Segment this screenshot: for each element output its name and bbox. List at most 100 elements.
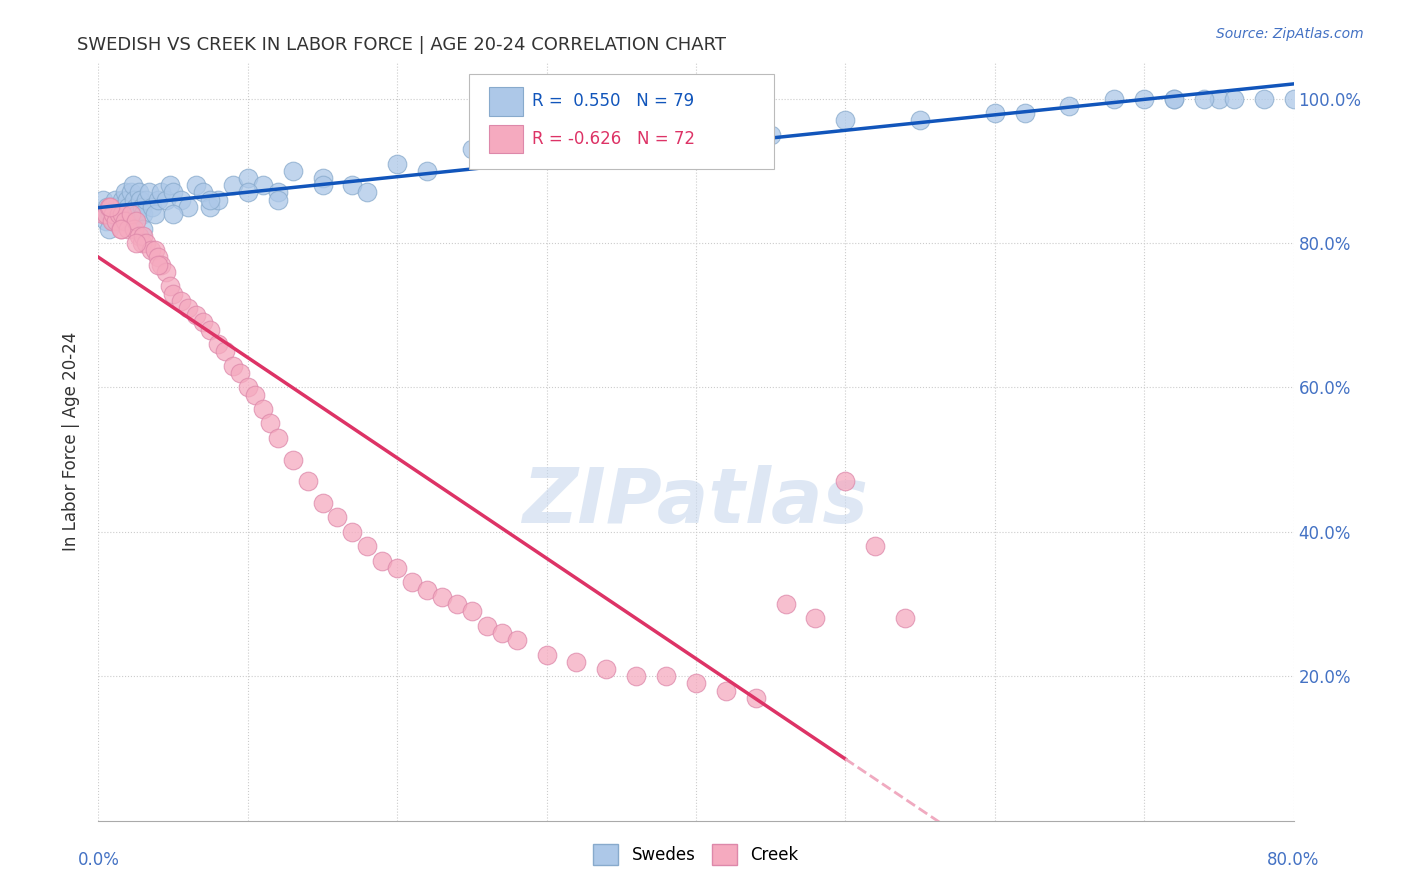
Point: [326, 510, 349, 524]
Point: [1163, 91, 1185, 105]
Point: [200, 200, 222, 214]
Point: [155, 193, 177, 207]
Text: ZIPatlas: ZIPatlas: [523, 466, 869, 539]
Point: [342, 524, 364, 539]
Point: [114, 214, 136, 228]
Text: R = -0.626   N = 72: R = -0.626 N = 72: [533, 130, 695, 148]
Point: [200, 323, 222, 337]
Point: [385, 561, 409, 575]
Point: [91, 207, 114, 221]
Point: [984, 106, 1007, 120]
Point: [148, 193, 170, 207]
Point: [1282, 91, 1305, 105]
Point: [111, 207, 134, 221]
Point: [252, 178, 274, 193]
Point: [311, 178, 333, 193]
Point: [245, 387, 267, 401]
Point: [1163, 91, 1185, 105]
Point: [416, 582, 439, 597]
Point: [150, 258, 173, 272]
Point: [96, 200, 118, 214]
Point: [745, 690, 768, 705]
Point: [105, 200, 128, 214]
Point: [114, 186, 136, 200]
Point: [135, 193, 157, 207]
Point: [610, 142, 633, 156]
Point: [143, 243, 166, 257]
Point: [834, 475, 856, 489]
Point: [1133, 91, 1156, 105]
Point: [107, 207, 129, 221]
Point: [125, 200, 148, 214]
Point: [159, 178, 181, 193]
Point: [94, 214, 117, 228]
Point: [105, 214, 128, 228]
Point: [104, 193, 127, 207]
Bar: [489, 125, 523, 153]
Point: [120, 186, 142, 200]
Point: [759, 128, 782, 142]
Point: [536, 128, 558, 142]
Point: [894, 611, 917, 625]
Point: [162, 207, 184, 221]
Point: [101, 214, 124, 228]
Point: [342, 178, 364, 193]
Point: [110, 221, 132, 235]
Point: [191, 186, 214, 200]
Point: [177, 301, 200, 315]
Point: [155, 265, 177, 279]
Point: [506, 149, 529, 163]
Point: [148, 251, 170, 265]
Point: [804, 611, 827, 625]
Point: [1192, 91, 1215, 105]
Point: [536, 648, 558, 662]
Point: [132, 221, 155, 235]
Point: [93, 207, 115, 221]
Point: [281, 163, 304, 178]
Point: [117, 200, 139, 214]
Point: [222, 359, 245, 373]
Point: [401, 575, 423, 590]
Point: [117, 221, 139, 235]
Point: [128, 186, 150, 200]
Point: [148, 258, 170, 272]
Point: [229, 366, 252, 380]
Point: [685, 120, 707, 135]
Point: [356, 186, 378, 200]
FancyBboxPatch shape: [470, 74, 773, 169]
Point: [128, 228, 150, 243]
Point: [446, 597, 468, 611]
Point: [132, 228, 155, 243]
Point: [131, 235, 153, 250]
Point: [491, 626, 513, 640]
Point: [124, 193, 146, 207]
Point: [150, 186, 173, 200]
Point: [685, 676, 707, 690]
Point: [207, 337, 229, 351]
Point: [908, 113, 931, 128]
Text: 80.0%: 80.0%: [1267, 851, 1320, 869]
Point: [865, 539, 887, 553]
Point: [281, 452, 304, 467]
Point: [125, 235, 148, 250]
Point: [626, 669, 648, 683]
Point: [169, 193, 191, 207]
Point: [131, 200, 153, 214]
Bar: [489, 87, 523, 116]
Point: [118, 214, 141, 228]
Point: [135, 235, 157, 250]
Point: [111, 193, 134, 207]
Point: [214, 344, 236, 359]
Point: [430, 590, 453, 604]
Point: [184, 178, 207, 193]
Point: [1104, 91, 1126, 105]
Point: [565, 655, 588, 669]
Point: [236, 380, 259, 394]
Point: [461, 604, 484, 618]
Point: [124, 221, 146, 235]
Point: [97, 221, 120, 235]
Point: [222, 178, 245, 193]
Point: [98, 207, 122, 221]
Point: [103, 207, 125, 221]
Point: [110, 207, 132, 221]
